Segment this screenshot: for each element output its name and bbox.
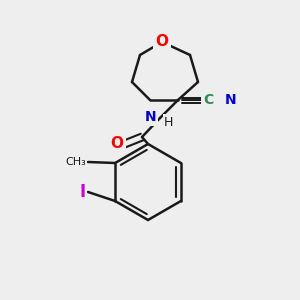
Text: O: O [110, 136, 124, 152]
Text: CH₃: CH₃ [65, 157, 86, 167]
Text: I: I [80, 183, 86, 201]
Text: H: H [164, 116, 173, 128]
Text: N: N [225, 93, 237, 107]
Text: C: C [203, 93, 213, 107]
Text: N: N [144, 110, 156, 124]
Text: O: O [155, 34, 169, 50]
